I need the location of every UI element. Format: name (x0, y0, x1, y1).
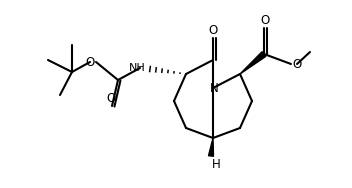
Polygon shape (240, 52, 266, 74)
Text: O: O (292, 58, 301, 70)
Text: H: H (212, 158, 220, 171)
Text: NH: NH (129, 63, 146, 73)
Text: O: O (106, 92, 115, 105)
Polygon shape (208, 138, 213, 156)
Text: O: O (260, 14, 270, 27)
Text: N: N (210, 82, 218, 95)
Text: O: O (86, 55, 95, 68)
Text: O: O (208, 24, 218, 36)
